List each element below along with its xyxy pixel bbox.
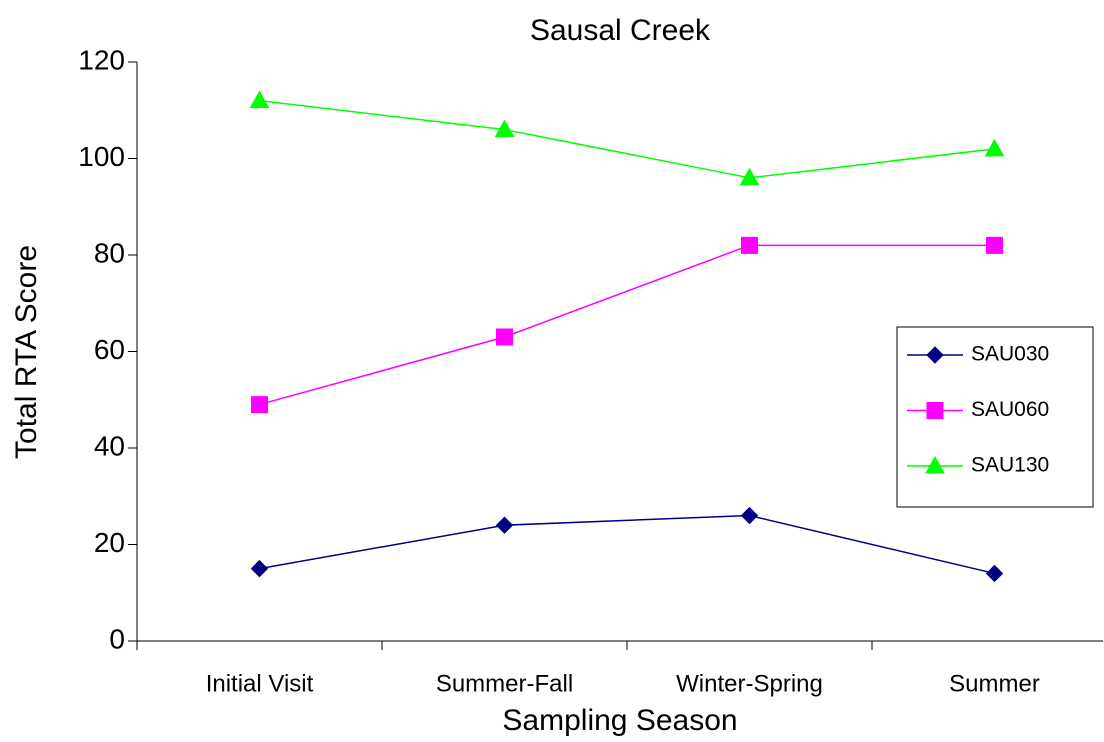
series-line	[259, 514, 995, 575]
marker	[985, 564, 1004, 583]
marker	[496, 328, 513, 346]
marker	[740, 506, 759, 525]
legend-marker	[925, 455, 945, 474]
legend-label: SAU030	[971, 343, 1049, 366]
x-tick-label: Initial Visit	[206, 670, 314, 697]
y-tick-label: 20	[94, 527, 125, 558]
legend-marker	[926, 402, 944, 419]
y-tick-label: 60	[94, 334, 125, 365]
series-line	[259, 99, 995, 179]
marker	[251, 396, 268, 414]
legend-label: SAU060	[971, 398, 1049, 421]
legend-label: SAU130	[971, 454, 1049, 477]
series-line	[259, 244, 995, 406]
legend-marker	[926, 346, 944, 364]
chart-title: Sausal Creek	[530, 14, 711, 47]
marker	[984, 138, 1005, 157]
y-tick-label: 100	[78, 141, 125, 172]
y-tick-label: 120	[78, 44, 125, 75]
x-tick-label: Summer-Fall	[436, 670, 573, 697]
marker	[741, 236, 758, 254]
marker	[986, 236, 1003, 254]
marker	[494, 119, 515, 138]
marker	[250, 559, 269, 578]
marker	[249, 90, 270, 109]
y-tick-label: 80	[94, 237, 125, 268]
marker	[739, 167, 760, 186]
y-axis-title: Total RTA Score	[10, 245, 43, 459]
x-axis-title: Sampling Season	[502, 704, 737, 737]
y-tick-label: 0	[109, 623, 125, 654]
x-tick-label: Summer	[949, 670, 1040, 697]
marker	[495, 516, 514, 534]
y-tick-label: 40	[94, 430, 125, 461]
x-tick-label: Winter-Spring	[676, 670, 823, 697]
